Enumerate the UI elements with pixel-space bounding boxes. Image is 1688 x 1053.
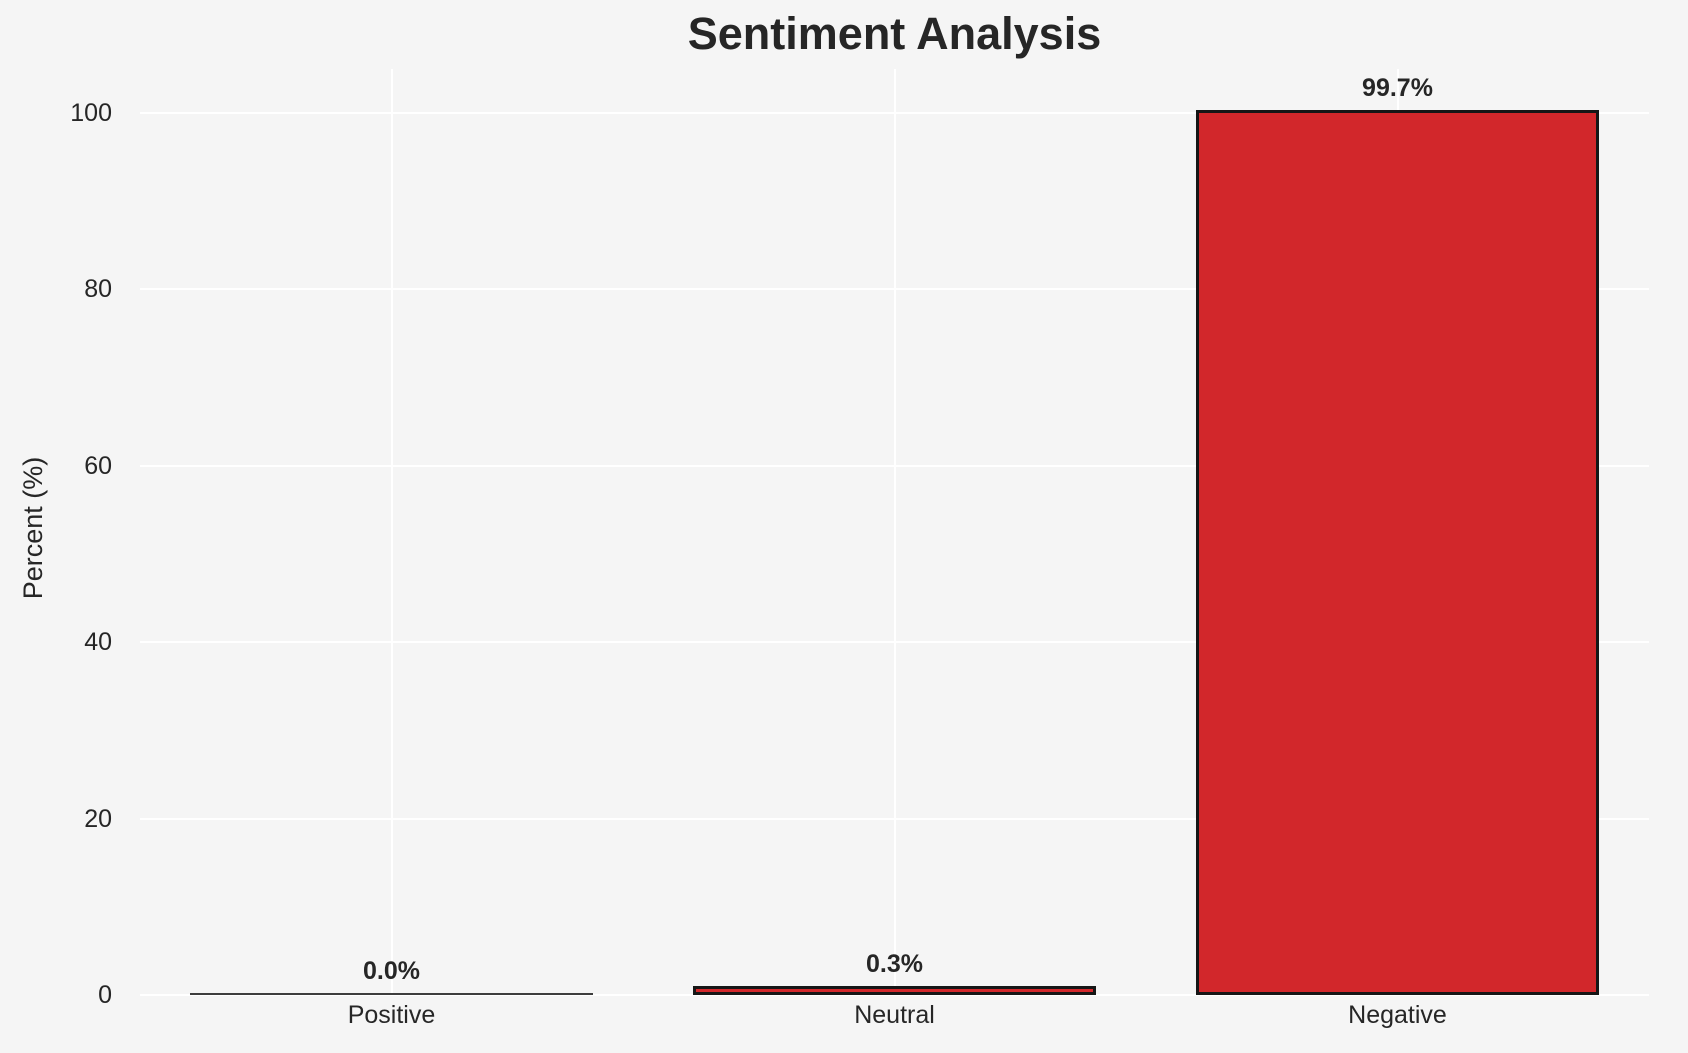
- y-tick-label-40: 40: [84, 628, 112, 657]
- gridline-y-0: [140, 994, 1649, 996]
- x-tick-label-neutral: Neutral: [854, 1001, 935, 1029]
- bar-value-label-positive: 0.0%: [363, 957, 420, 985]
- bar-value-label-neutral: 0.3%: [866, 950, 923, 979]
- y-tick-label-100: 100: [70, 99, 112, 127]
- y-tick-label-80: 80: [84, 275, 112, 304]
- y-tick-label-20: 20: [84, 804, 112, 833]
- y-tick-label-60: 60: [84, 451, 112, 480]
- y-tick-label-0: 0: [98, 981, 112, 1009]
- bar-negative: [1196, 109, 1599, 995]
- x-tick-label-positive: Positive: [347, 1001, 436, 1029]
- chart-title: Sentiment Analysis: [687, 8, 1102, 59]
- gridline-x-neutral: [893, 69, 896, 995]
- bar-positive: [190, 993, 593, 995]
- bar-value-label-negative: 99.7%: [1362, 73, 1433, 102]
- plot-area: [140, 69, 1649, 996]
- gridline-x-positive: [390, 69, 393, 995]
- bar-neutral: [693, 986, 1096, 995]
- x-tick-label-negative: Negative: [1348, 1001, 1447, 1029]
